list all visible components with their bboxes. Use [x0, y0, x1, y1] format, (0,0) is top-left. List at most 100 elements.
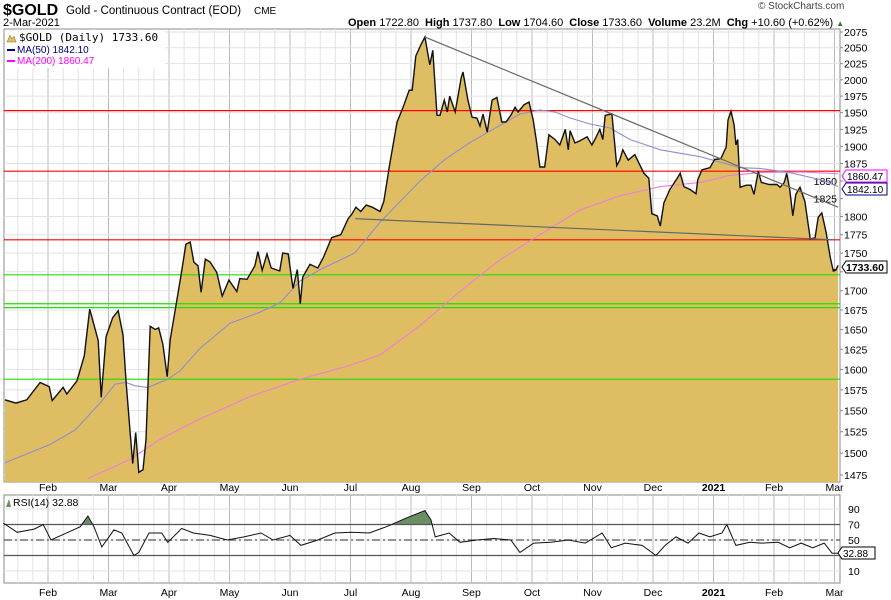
x-tick-label: Jul: [344, 482, 357, 494]
x-tick-label: Feb: [765, 482, 783, 494]
close-value: 1733.60: [602, 17, 642, 29]
exchange-label: CME: [254, 6, 277, 17]
trendline: [424, 36, 839, 208]
y-tick-label: 1950: [844, 108, 868, 120]
close-badge: [841, 260, 888, 274]
y-tick-label: 1750: [844, 248, 868, 260]
rsi-icon: [6, 499, 11, 507]
x-tick-label: Oct: [524, 482, 540, 494]
y-tick-label: 1500: [844, 448, 868, 460]
y-tick-label: 2000: [844, 75, 868, 87]
price-line: [4, 34, 839, 474]
x-tick-label: Dec: [644, 482, 663, 494]
rsi-legend: RSI(14) 32.88: [6, 497, 79, 509]
ma50-badge: [841, 182, 888, 196]
y-tick-label: 1800: [844, 212, 868, 224]
ma200-line: [87, 171, 839, 480]
y-tick-label: 2025: [844, 59, 868, 71]
x-tick-label: Dec: [644, 587, 663, 599]
y-tick-label: 90: [848, 504, 860, 516]
y-tick-label: 1825: [814, 194, 838, 206]
volume-label: Volume: [648, 17, 687, 29]
y-tick-label: 2075: [844, 27, 868, 39]
rsi-line: [2, 509, 839, 557]
legend-price: $GOLD (Daily) 1733.60: [19, 31, 158, 44]
panel-frame: [3, 494, 841, 584]
y-tick-label: 1650: [844, 324, 868, 336]
y-tick-label: 1525: [844, 427, 868, 439]
x-tick-label: Nov: [583, 482, 602, 494]
chg-value: +10.60 (+0.62%): [751, 17, 833, 29]
price-legend: $GOLD (Daily) 1733.60 MA(50) 1842.10 MA(…: [5, 30, 165, 68]
rsi-badge-text: 32.88: [843, 549, 868, 560]
ma50-badge-text: 1842.10: [847, 185, 884, 196]
x-tick-label: 2021: [702, 587, 726, 599]
y-tick-label: 10: [848, 566, 860, 578]
y-tick-label: 1625: [844, 344, 868, 356]
x-tick-label: Jul: [344, 587, 357, 599]
rsi-overbought-fill: [4, 510, 839, 525]
x-tick-label: Jun: [282, 482, 299, 494]
rsi-badge: [837, 546, 876, 560]
chg-label: Chg: [727, 17, 748, 29]
x-tick-label: Mar: [99, 587, 118, 599]
volume-value: 23.2M: [690, 17, 721, 29]
ohlc-readout: Open 1722.80 High 1737.80 Low 1704.60 Cl…: [348, 17, 844, 29]
up-arrow-icon: ▲: [836, 19, 844, 28]
y-tick-label: 2050: [844, 43, 868, 55]
x-tick-label: Feb: [39, 587, 57, 599]
open-label: Open: [348, 17, 376, 29]
y-tick-label: 1700: [844, 286, 868, 298]
high-value: 1737.80: [453, 17, 493, 29]
ma50-line: [4, 109, 839, 464]
ma200-badge-text: 1860.47: [847, 172, 884, 183]
y-tick-label: 1550: [844, 406, 868, 418]
high-label: High: [425, 17, 450, 29]
rsi-label: RSI(14) 32.88: [13, 497, 79, 509]
x-tick-label: Aug: [402, 587, 421, 599]
x-tick-label: Apr: [161, 587, 178, 599]
y-tick-label: 1600: [844, 364, 868, 376]
y-tick-label: 1875: [844, 159, 868, 171]
close-badge-text: 1733.60: [846, 262, 884, 274]
x-tick-label: Oct: [524, 587, 540, 599]
x-tick-label: Feb: [765, 587, 783, 599]
x-tick-label: Apr: [161, 482, 178, 494]
ma200-swatch: [7, 60, 15, 62]
close-label: Close: [569, 17, 599, 29]
legend-ma200: MA(200) 1860.47: [17, 56, 95, 67]
price-area: [5, 37, 839, 482]
x-tick-label: Mar: [825, 482, 844, 494]
price-badges: 1860.47 1842.10 1733.60 32.88: [837, 169, 888, 560]
rsi-panel: Feb Mar Apr May Jun Jul Aug Sep Oct Nov Dec 2021 Feb…: [2, 494, 860, 599]
x-tick-label: Sep: [462, 587, 481, 599]
price-panel: 1475 1500 1525 1550 1575 1600 1625 1650 1675 1700…: [3, 27, 868, 494]
y-tick-label: 1900: [844, 141, 868, 153]
legend-background: [5, 30, 165, 68]
x-tick-label: 2021: [702, 482, 726, 494]
trendline: [355, 218, 835, 241]
ma200-badge: [841, 169, 888, 183]
chart-date: 2-Mar-2021: [3, 17, 60, 29]
instrument-name: Gold - Continuous Contract (EOD): [66, 5, 241, 17]
y-tick-label: 1925: [844, 124, 868, 136]
x-tick-label: Sep: [462, 482, 481, 494]
x-tick-label: Nov: [583, 587, 602, 599]
x-tick-label: Feb: [39, 482, 57, 494]
x-tick-label: Jun: [282, 587, 299, 599]
mountain-icon: [6, 34, 17, 43]
x-tick-label: Aug: [402, 482, 421, 494]
x-tick-label: Mar: [99, 482, 118, 494]
y-tick-label: 1975: [844, 91, 868, 103]
symbol-title: $GOLD: [3, 2, 58, 19]
ma50-swatch: [7, 49, 15, 51]
y-tick-label: 70: [848, 520, 860, 532]
y-tick-label: 1575: [844, 385, 868, 397]
legend-ma50: MA(50) 1842.10: [17, 45, 89, 56]
x-tick-label: May: [220, 587, 241, 599]
low-value: 1704.60: [523, 17, 563, 29]
x-tick-label: May: [220, 482, 241, 494]
x-tick-label: Mar: [825, 587, 844, 599]
low-label: Low: [498, 17, 520, 29]
